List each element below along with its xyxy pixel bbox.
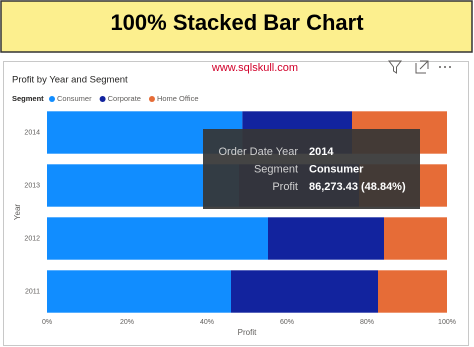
bar-segment — [47, 270, 231, 313]
y-tick-label: 2011 — [25, 288, 40, 295]
y-tick-label: 2014 — [24, 129, 40, 136]
legend-marker — [148, 96, 155, 102]
tooltip-box — [203, 129, 420, 209]
tooltip-value: Consumer — [309, 163, 364, 175]
x-tick-label: 80% — [360, 319, 374, 326]
x-tick-label: 40% — [200, 319, 214, 326]
watermark: www.sqlskull.com — [211, 62, 298, 74]
tooltip-key: Segment — [254, 163, 298, 175]
visual-icons — [388, 60, 451, 74]
bar-segment — [268, 217, 384, 260]
filter-icon[interactable] — [388, 60, 402, 74]
bar-segment — [47, 217, 268, 260]
legend-marker — [99, 96, 106, 102]
y-tick-label: 2012 — [24, 235, 40, 242]
x-tick-label: 0% — [42, 319, 52, 326]
chart-title: Profit by Year and Segment — [12, 75, 128, 86]
more-icon[interactable] — [439, 66, 451, 68]
tooltip-key: Order Date Year — [219, 146, 299, 158]
legend-title: Segment — [12, 94, 44, 103]
legend-marker — [49, 96, 55, 102]
x-tick-label: 20% — [120, 319, 134, 326]
tooltip-key: Profit — [272, 181, 298, 193]
legend-label: Home Office — [157, 94, 199, 103]
x-tick-label: 60% — [280, 319, 294, 326]
legend-label: Corporate — [108, 94, 141, 103]
y-tick-label: 2013 — [24, 182, 40, 189]
bar-segment — [378, 270, 447, 313]
legend-label: Consumer — [57, 94, 92, 103]
bar-segment — [384, 217, 447, 260]
bar-segment — [231, 270, 378, 313]
tooltip: Order Date Year 2014 Segment Consumer Profit… — [203, 129, 420, 209]
banner — [0, 0, 473, 53]
tooltip-value: 2014 — [309, 146, 334, 158]
banner-title: 100% Stacked Bar Chart — [110, 10, 364, 35]
y-axis-label: Year — [13, 204, 22, 221]
focus-icon[interactable] — [415, 60, 429, 74]
x-axis-label: Profit — [238, 328, 257, 337]
tooltip-value: 86,273.43 (48.84%) — [309, 181, 406, 193]
x-tick-label: 100% — [438, 319, 456, 326]
